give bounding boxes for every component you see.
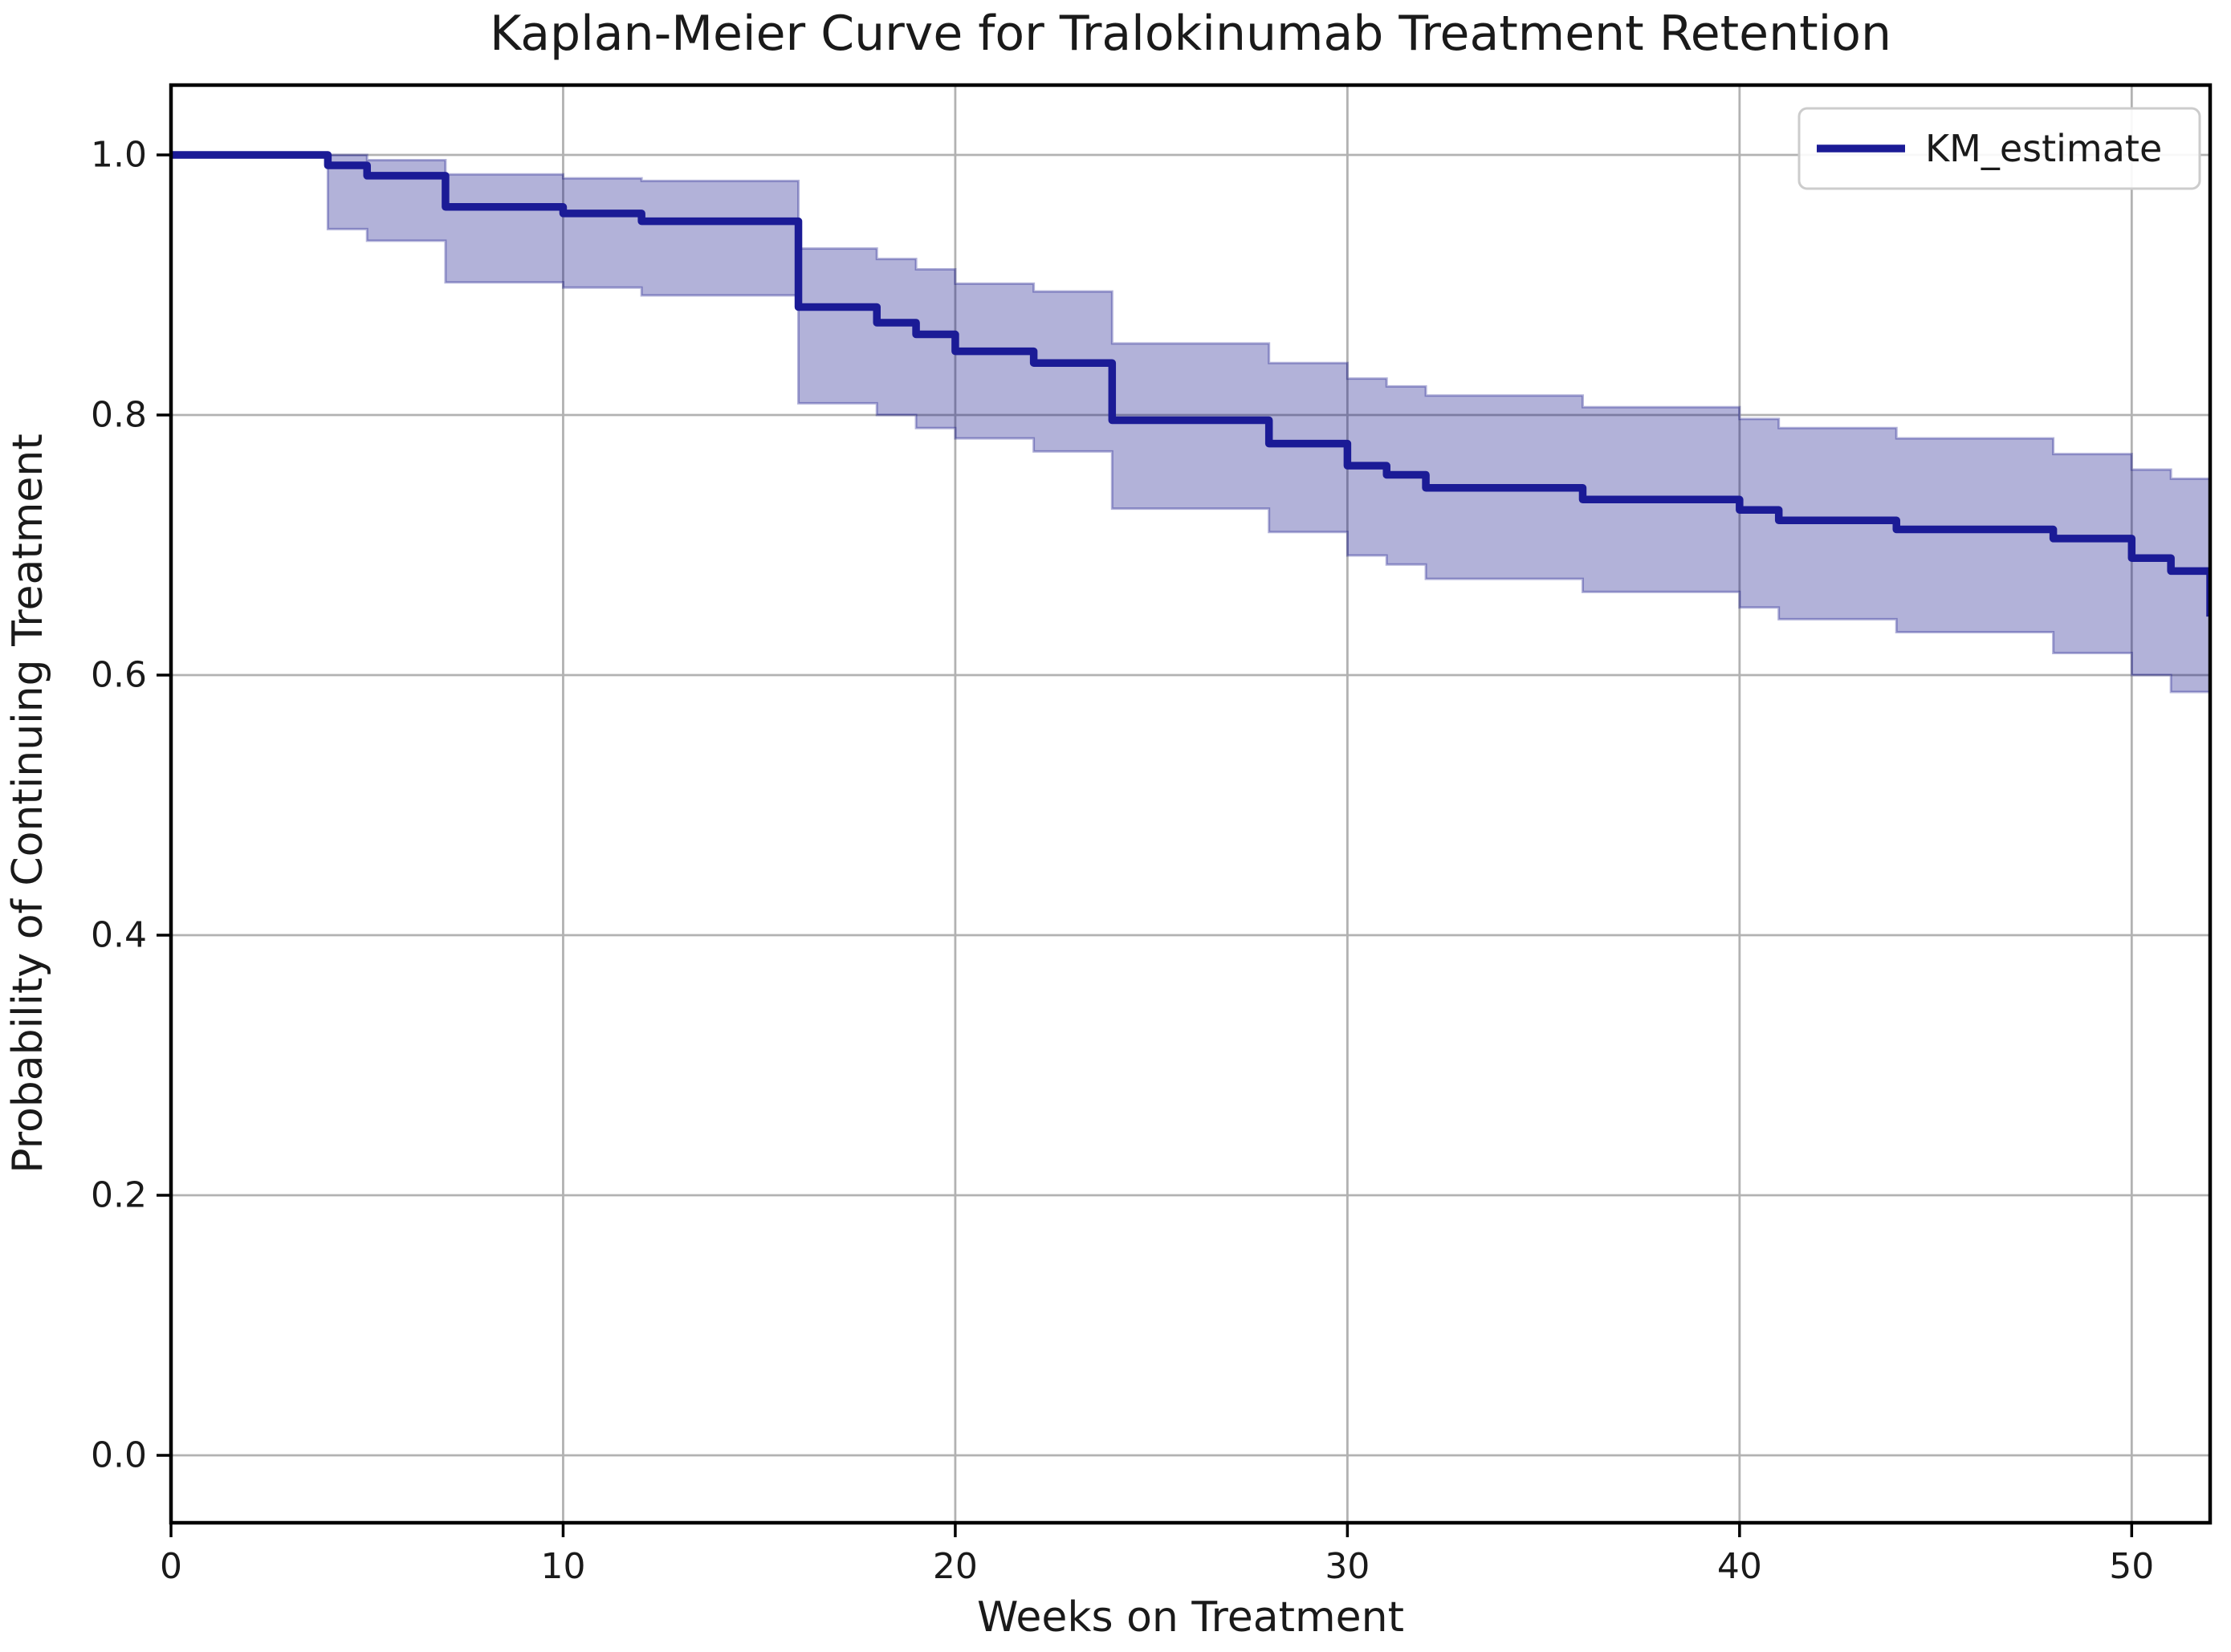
y-tick-label: 1.0 (91, 135, 147, 176)
chart-title: Kaplan-Meier Curve for Tralokinumab Trea… (490, 6, 1891, 62)
x-tick-label: 40 (1717, 1546, 1762, 1587)
km-estimate-line (171, 151, 2210, 617)
y-axis-ticks: 0.0 0.2 0.4 0.6 0.8 1.0 (91, 135, 171, 1476)
x-tick-label: 10 (540, 1546, 585, 1587)
y-tick-label: 0.6 (91, 655, 147, 696)
x-tick-label: 50 (2109, 1546, 2154, 1587)
y-tick-label: 0.4 (91, 915, 147, 956)
legend-label: KM_estimate (1925, 127, 2162, 170)
y-axis-label: Probability of Continuing Treatment (4, 433, 52, 1173)
x-tick-label: 20 (933, 1546, 978, 1587)
legend: KM_estimate (1797, 107, 2201, 190)
y-tick-label: 0.2 (91, 1175, 147, 1216)
x-tick-label: 0 (160, 1546, 182, 1587)
plot-frame (169, 83, 2213, 1525)
y-tick-label: 0.8 (91, 395, 147, 436)
y-tick-label: 0.0 (91, 1435, 147, 1476)
gridlines (171, 85, 2210, 1523)
x-tick-label: 30 (1325, 1546, 1370, 1587)
x-axis-label: Weeks on Treatment (977, 1593, 1404, 1642)
x-axis-ticks: 0 10 20 30 40 50 (160, 1523, 2154, 1587)
legend-box (1797, 107, 2201, 190)
